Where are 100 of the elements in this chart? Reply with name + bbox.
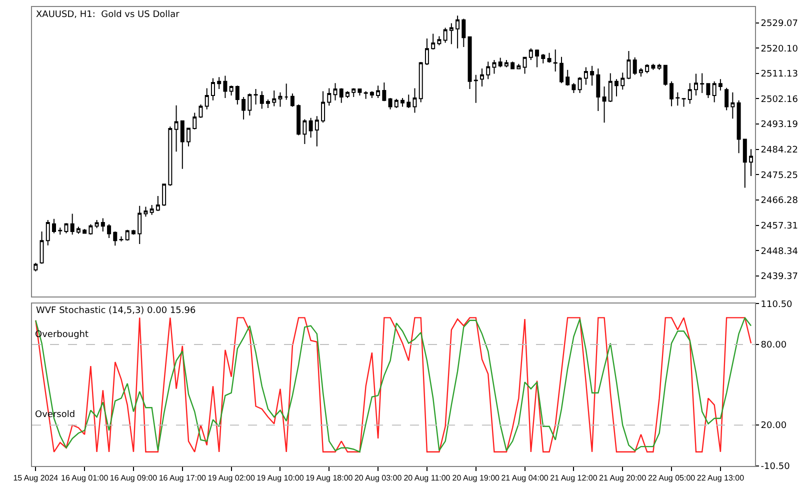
x-tick-label: 20 Aug 11:00 — [404, 474, 451, 483]
candlestick — [34, 262, 38, 272]
y-tick-label: 2502.16 — [760, 94, 798, 105]
candlestick — [590, 65, 594, 86]
candlestick — [58, 227, 62, 236]
x-tick-label: 16 Aug 01:00 — [61, 474, 109, 483]
candlestick — [400, 98, 405, 108]
candlestick — [651, 63, 656, 70]
candlestick — [40, 231, 44, 264]
candlestick — [620, 72, 625, 90]
candlestick — [535, 49, 540, 68]
y-tick-label: 2484.22 — [760, 146, 798, 156]
candlestick — [516, 63, 521, 70]
candlestick — [162, 183, 166, 206]
x-tick-label: 21 Aug 04:00 — [501, 474, 549, 483]
candlestick — [474, 74, 478, 104]
candlestick — [132, 229, 136, 236]
candlestick — [76, 226, 80, 234]
candlestick — [314, 116, 319, 147]
candlestick — [682, 98, 686, 108]
candlestick — [94, 219, 99, 229]
candlestick — [266, 98, 270, 108]
candlestick — [284, 83, 288, 100]
candlestick — [394, 98, 398, 108]
candlestick — [700, 72, 704, 94]
candlestick — [676, 92, 680, 106]
candlestick — [602, 86, 606, 124]
candlestick — [443, 27, 448, 44]
candlestick — [302, 118, 307, 145]
candlestick — [186, 127, 191, 147]
candlestick — [424, 38, 429, 66]
candlestick — [235, 85, 240, 106]
candlestick — [248, 93, 252, 116]
y-tick-label: 2439.37 — [760, 272, 798, 282]
candlestick — [70, 213, 74, 236]
x-tick-label: 16 Aug 09:00 — [110, 474, 158, 483]
x-tick-label: 21 Aug 12:00 — [550, 474, 598, 483]
candlestick — [168, 126, 172, 186]
candlestick — [418, 61, 423, 103]
candlestick — [510, 61, 515, 70]
candlestick — [456, 15, 460, 49]
candlestick — [125, 229, 130, 242]
x-tick-label: 22 Aug 05:00 — [648, 474, 696, 483]
candlestick — [406, 94, 411, 108]
candlestick — [229, 85, 234, 96]
candlestick — [64, 222, 68, 234]
candlestick — [388, 98, 392, 110]
candlestick — [242, 96, 246, 120]
chart-title: XAUUSD, H1: Gold vs US Dollar — [36, 10, 180, 20]
candlestick — [657, 63, 662, 70]
x-tick-label: 20 Aug 03:00 — [354, 474, 402, 483]
candlestick — [486, 61, 490, 80]
y-tick-label: 80.00 — [760, 340, 787, 351]
candlestick — [431, 33, 436, 50]
candlestick — [278, 92, 282, 108]
candlestick — [382, 82, 386, 102]
candlestick — [596, 68, 600, 112]
candlestick — [412, 88, 417, 114]
candlestick — [345, 90, 350, 99]
candlestick — [119, 236, 124, 242]
candlestick — [192, 112, 197, 130]
candlestick — [144, 206, 148, 218]
candlestick — [358, 88, 362, 96]
candlestick — [174, 104, 178, 152]
y-tick-label: 2466.28 — [760, 196, 798, 206]
candlestick — [52, 218, 56, 234]
x-tick-label: 15 Aug 2024 — [13, 474, 59, 483]
candlestick — [333, 82, 338, 101]
candlestick — [498, 57, 502, 68]
x-tick-label: 19 Aug 02:00 — [208, 474, 256, 483]
candlestick — [327, 88, 332, 106]
candlestick — [364, 90, 368, 100]
candlestick — [210, 78, 215, 101]
candlestick — [578, 76, 582, 94]
candlestick — [113, 231, 118, 246]
y-tick-label: 2511.13 — [760, 70, 798, 80]
candlestick — [718, 78, 722, 91]
candlestick — [370, 90, 374, 99]
candlestick — [376, 85, 380, 99]
x-tick-label: 19 Aug 10:00 — [256, 474, 304, 483]
y-tick-label: 2475.25 — [760, 170, 798, 181]
candlestick — [541, 54, 546, 64]
candlestick — [138, 205, 142, 244]
candlestick — [663, 64, 668, 86]
candlestick — [352, 88, 356, 98]
candlestick — [321, 90, 326, 124]
candlestick — [107, 224, 112, 239]
x-tick-label: 20 Aug 19:00 — [452, 474, 500, 483]
candlestick — [614, 78, 619, 97]
candlestick — [88, 224, 93, 236]
y-tick-label: 20.00 — [760, 421, 787, 432]
candlestick — [46, 219, 50, 246]
candlestick — [308, 117, 313, 138]
candlestick — [437, 36, 442, 46]
candlestick — [198, 104, 203, 118]
candlestick — [712, 80, 716, 103]
candlestick — [290, 93, 294, 108]
candlestick — [296, 104, 301, 136]
candlestick — [688, 82, 692, 104]
candlestick — [100, 218, 105, 232]
